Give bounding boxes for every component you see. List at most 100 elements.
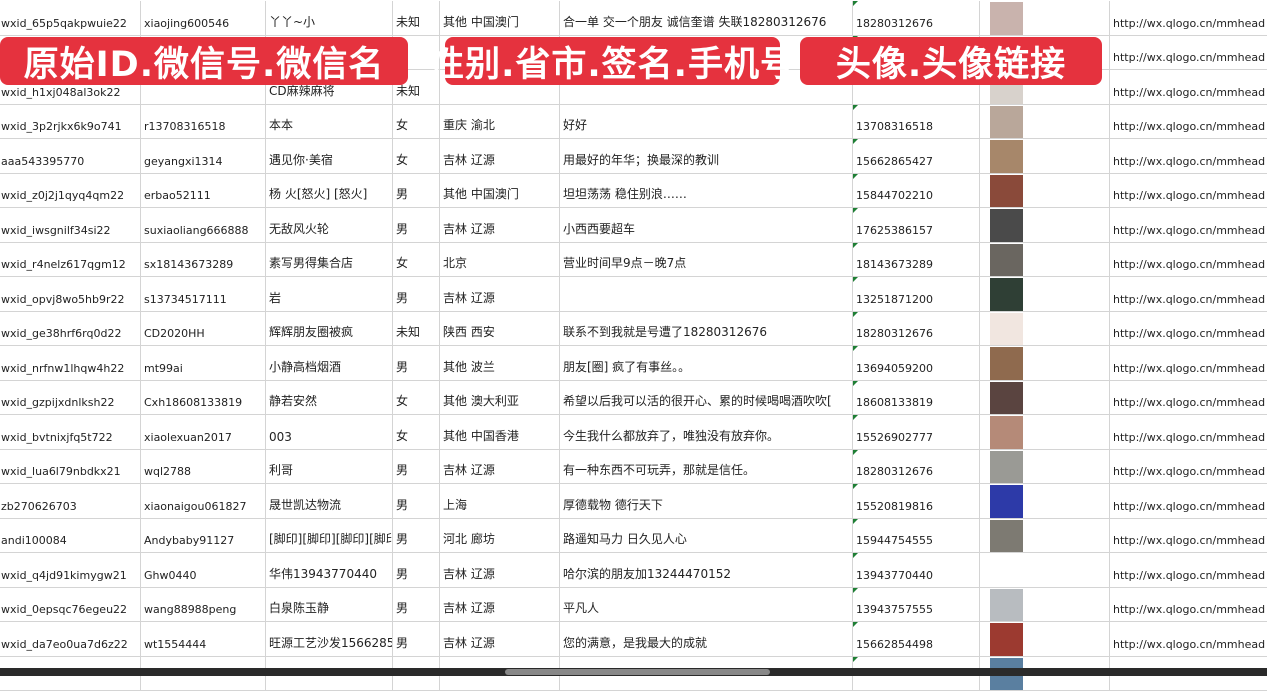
cell-avatar[interactable] [980,588,1110,622]
cell-region[interactable]: 吉林 辽源 [440,139,560,173]
cell-wechat-name[interactable]: 白泉陈玉静 [266,588,393,622]
cell-original-id[interactable]: wxid_bvtnixjfq5t722 [0,415,141,449]
cell-original-id[interactable]: andi100084 [0,519,141,553]
cell-region[interactable]: 其他 中国香港 [440,415,560,449]
cell-region[interactable]: 吉林 辽源 [440,450,560,484]
cell-wechat-name[interactable]: 旺源工艺沙发15662854 [266,622,393,656]
cell-original-id[interactable]: wxid_da7eo0ua7d6z22 [0,622,141,656]
cell-wechat-id[interactable]: suxiaoliang666888 [141,208,266,242]
cell-avatar[interactable] [980,139,1110,173]
cell-avatar-url[interactable]: http://wx.qlogo.cn/mmhead [1110,381,1267,415]
cell-gender[interactable]: 男 [393,450,440,484]
cell-avatar[interactable] [980,484,1110,518]
cell-region[interactable]: 上海 [440,484,560,518]
cell-signature[interactable]: 您的满意，是我最大的成就 [560,622,853,656]
cell-original-id[interactable]: aaa543395770 [0,139,141,173]
cell-original-id[interactable]: wxid_q4jd91kimygw21 [0,553,141,587]
cell-original-id[interactable]: wxid_nrfnw1lhqw4h22 [0,346,141,380]
cell-original-id[interactable]: wxid_z0j2j1qyq4qm22 [0,174,141,208]
cell-avatar[interactable] [980,312,1110,346]
cell-gender[interactable]: 女 [393,381,440,415]
cell-region[interactable]: 吉林 辽源 [440,588,560,622]
cell-phone[interactable]: 13251871200 [853,277,980,311]
cell-gender[interactable]: 男 [393,208,440,242]
cell-avatar[interactable] [980,1,1110,35]
cell-phone[interactable]: 15662865427 [853,139,980,173]
cell-signature[interactable]: 朋友[圈] 疯了有事丝。。 [560,346,853,380]
cell-phone[interactable]: 13943757555 [853,588,980,622]
cell-avatar[interactable] [980,519,1110,553]
cell-avatar-url[interactable]: http://wx.qlogo.cn/mmhead [1110,174,1267,208]
cell-signature[interactable]: 今生我什么都放弃了，唯独没有放弃你。 [560,415,853,449]
cell-original-id[interactable]: wxid_lua6l79nbdkx21 [0,450,141,484]
cell-phone[interactable]: 18280312676 [853,312,980,346]
cell-wechat-id[interactable]: wt1554444 [141,622,266,656]
cell-avatar[interactable] [980,415,1110,449]
cell-avatar-url[interactable]: http://wx.qlogo.cn/mmhead [1110,346,1267,380]
cell-wechat-id[interactable]: xiaojing600546 [141,1,266,35]
cell-gender[interactable]: 男 [393,588,440,622]
cell-wechat-name[interactable]: 素写男得集合店 [266,243,393,277]
cell-phone[interactable]: 15662854498 [853,622,980,656]
cell-region[interactable]: 吉林 辽源 [440,553,560,587]
cell-phone[interactable]: 18280312676 [853,1,980,35]
cell-original-id[interactable]: wxid_0epsqc76egeu22 [0,588,141,622]
cell-avatar-url[interactable]: http://wx.qlogo.cn/mmhead [1110,312,1267,346]
cell-original-id[interactable]: wxid_ge38hrf6rq0d22 [0,312,141,346]
cell-phone[interactable]: 18608133819 [853,381,980,415]
cell-avatar-url[interactable]: http://wx.qlogo.cn/mmhead [1110,450,1267,484]
cell-avatar-url[interactable]: http://wx.qlogo.cn/mmhead [1110,1,1267,35]
cell-region[interactable]: 陕西 西安 [440,312,560,346]
cell-avatar-url[interactable]: http://wx.qlogo.cn/mmhead [1110,105,1267,139]
cell-wechat-name[interactable]: 杨 火[怒火] [怒火] [266,174,393,208]
cell-wechat-name[interactable]: 辉辉朋友圈被疯 [266,312,393,346]
cell-original-id[interactable]: wxid_gzpijxdnlksh22 [0,381,141,415]
cell-wechat-name[interactable]: 静若安然 [266,381,393,415]
cell-wechat-name[interactable]: 利哥 [266,450,393,484]
cell-region[interactable]: 吉林 辽源 [440,208,560,242]
cell-original-id[interactable]: wxid_iwsgnilf34si22 [0,208,141,242]
cell-avatar-url[interactable]: http://wx.qlogo.cn/mmhead [1110,243,1267,277]
cell-wechat-id[interactable]: geyangxi1314 [141,139,266,173]
cell-region[interactable]: 其他 中国澳门 [440,1,560,35]
cell-signature[interactable]: 有一种东西不可玩弄，那就是信任。 [560,450,853,484]
cell-wechat-name[interactable]: 丫丫~小 [266,1,393,35]
cell-avatar[interactable] [980,277,1110,311]
cell-phone[interactable]: 13708316518 [853,105,980,139]
cell-avatar-url[interactable]: http://wx.qlogo.cn/mmhead [1110,484,1267,518]
cell-wechat-name[interactable]: 无敌风火轮 [266,208,393,242]
cell-signature[interactable]: 厚德载物 德行天下 [560,484,853,518]
cell-avatar-url[interactable]: http://wx.qlogo.cn/mmhead [1110,553,1267,587]
cell-gender[interactable]: 男 [393,622,440,656]
cell-gender[interactable]: 男 [393,484,440,518]
cell-region[interactable]: 吉林 辽源 [440,622,560,656]
cell-wechat-id[interactable]: Cxh18608133819 [141,381,266,415]
cell-original-id[interactable]: wxid_3p2rjkx6k9o741 [0,105,141,139]
cell-gender[interactable]: 女 [393,139,440,173]
cell-wechat-name[interactable]: 华伟13943770440 [266,553,393,587]
cell-avatar-url[interactable]: http://wx.qlogo.cn/mmhead [1110,588,1267,622]
cell-phone[interactable]: 15526902777 [853,415,980,449]
cell-signature[interactable]: 联系不到我就是号遭了18280312676 [560,312,853,346]
cell-wechat-name[interactable]: 遇见你·美宿 [266,139,393,173]
cell-avatar[interactable] [980,243,1110,277]
cell-phone[interactable]: 18280312676 [853,450,980,484]
cell-region[interactable]: 其他 波兰 [440,346,560,380]
cell-signature[interactable]: 合一单 交一个朋友 诚信奎谱 失联18280312676 [560,1,853,35]
cell-signature[interactable]: 用最好的年华；换最深的教训 [560,139,853,173]
cell-gender[interactable]: 男 [393,346,440,380]
cell-phone[interactable]: 13943770440 [853,553,980,587]
cell-signature[interactable]: 路遥知马力 日久见人心 [560,519,853,553]
cell-avatar-url[interactable]: http://wx.qlogo.cn/mmhead [1110,622,1267,656]
cell-signature[interactable]: 营业时间早9点－晚7点 [560,243,853,277]
cell-original-id[interactable]: zb270626703 [0,484,141,518]
cell-region[interactable]: 重庆 渝北 [440,105,560,139]
cell-wechat-name[interactable]: 003 [266,415,393,449]
cell-signature[interactable]: 平凡人 [560,588,853,622]
cell-phone[interactable]: 17625386157 [853,208,980,242]
cell-phone[interactable]: 15844702210 [853,174,980,208]
cell-wechat-id[interactable]: r13708316518 [141,105,266,139]
cell-region[interactable]: 吉林 辽源 [440,277,560,311]
cell-gender[interactable]: 未知 [393,1,440,35]
cell-avatar[interactable] [980,622,1110,656]
